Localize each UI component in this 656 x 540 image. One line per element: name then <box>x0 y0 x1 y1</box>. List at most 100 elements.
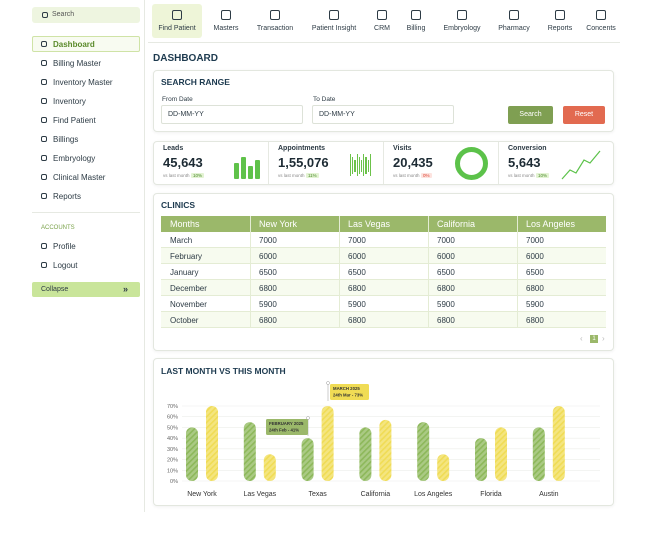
mini-bar <box>255 160 260 179</box>
search-text: Search <box>52 11 75 18</box>
cell: December <box>170 284 207 293</box>
cell: November <box>170 300 207 309</box>
mini-line <box>363 154 365 176</box>
date-input[interactable] <box>312 105 454 124</box>
icon <box>555 10 565 20</box>
collapse-icon: » <box>123 284 129 294</box>
nav-item[interactable]: Patient Insight <box>311 25 357 32</box>
cell: October <box>170 316 199 325</box>
collapse-button[interactable] <box>32 282 140 297</box>
mini-line <box>367 160 369 172</box>
mini-line <box>354 160 356 172</box>
menu-item[interactable]: Inventory <box>53 97 86 106</box>
search-box[interactable] <box>32 7 140 23</box>
label: To Date <box>313 96 336 103</box>
mini-bar <box>248 166 253 179</box>
icon <box>221 10 231 20</box>
stat-change: 11% <box>306 172 319 178</box>
cell: 7000 <box>437 236 455 245</box>
mini-line <box>352 157 354 174</box>
sidebar <box>0 0 145 512</box>
cell: 5900 <box>437 300 455 309</box>
cell: 6000 <box>348 252 366 261</box>
stat-note: vs last month <box>393 173 420 178</box>
table-header <box>161 216 606 232</box>
icon <box>411 10 421 20</box>
divider <box>148 42 620 43</box>
column-line <box>250 216 251 328</box>
nav-item[interactable]: Billing <box>406 25 426 32</box>
card-title: LAST MONTH VS THIS MONTH <box>161 366 286 376</box>
nav-item[interactable]: Masters <box>213 25 239 32</box>
table-row <box>161 264 606 280</box>
nav-item[interactable]: CRM <box>374 25 390 32</box>
icon <box>41 98 47 104</box>
date-input[interactable] <box>161 105 303 124</box>
stat-value: 1,55,076 <box>278 155 329 170</box>
header-cell: Las Vegas <box>348 219 391 229</box>
cell: 6500 <box>348 268 366 277</box>
menu-active <box>32 36 140 52</box>
stat-label: Conversion <box>508 145 547 152</box>
menu-item[interactable]: Dashboard <box>53 40 95 49</box>
stat-change: 10% <box>191 172 205 178</box>
stat-label: Visits <box>393 145 412 152</box>
divider <box>32 212 140 213</box>
cell: 6000 <box>437 252 455 261</box>
mini-line <box>369 154 371 176</box>
menu-item[interactable]: Reports <box>53 192 82 201</box>
nav-active <box>152 4 202 38</box>
reset-button[interactable]: Reset <box>563 106 605 124</box>
page-number[interactable]: 1 <box>590 335 598 343</box>
menu-item[interactable]: Inventory Master <box>53 78 113 87</box>
icon <box>41 262 47 268</box>
stat-value: 45,643 <box>163 155 203 170</box>
menu-item[interactable]: Clinical Master <box>53 173 106 182</box>
nav-item[interactable]: Transaction <box>256 25 294 32</box>
icon <box>172 10 182 20</box>
icon <box>41 243 47 249</box>
menu-item[interactable]: Embryology <box>53 154 96 163</box>
icon <box>41 41 47 47</box>
divider <box>498 142 499 184</box>
stat-change: 10% <box>536 172 550 178</box>
menu-item[interactable]: Logout <box>53 261 78 270</box>
collapse-text: Collapse <box>41 286 69 293</box>
nav-item[interactable]: Find Patient <box>158 25 196 32</box>
menu-item[interactable]: Profile <box>53 242 76 251</box>
section-title: ACCOUNTS <box>41 225 75 231</box>
table-row <box>161 280 606 296</box>
cell: 6800 <box>259 284 277 293</box>
nav-item[interactable]: Concents <box>586 25 616 32</box>
search-button[interactable]: Search <box>508 106 553 124</box>
mini-line <box>361 160 363 172</box>
icon <box>41 60 47 66</box>
column-line <box>339 216 340 328</box>
stat-change: 0% <box>421 172 432 178</box>
stat-note: vs last month <box>278 173 305 178</box>
table-row <box>161 296 606 312</box>
cell: 6000 <box>526 252 544 261</box>
header-cell: Months <box>170 219 200 229</box>
cell: February <box>170 252 203 261</box>
cell: 6500 <box>526 268 544 277</box>
icon <box>41 155 47 161</box>
menu-item[interactable]: Billings <box>53 135 79 144</box>
placeholder: DD-MM-YY <box>319 111 355 118</box>
cell: 6800 <box>437 316 455 325</box>
nav-item[interactable]: Embryology <box>443 25 481 32</box>
icon <box>41 174 47 180</box>
menu-item[interactable]: Find Patient <box>53 116 96 125</box>
nav-item[interactable]: Pharmacy <box>498 25 530 32</box>
icon <box>377 10 387 20</box>
cell: 7000 <box>526 236 544 245</box>
icon <box>41 136 47 142</box>
page-next[interactable]: › <box>602 334 605 343</box>
nav-item[interactable]: Reports <box>547 25 573 32</box>
menu-item[interactable]: Billing Master <box>53 59 102 68</box>
stat-value: 20,435 <box>393 155 433 170</box>
cell: 7000 <box>348 236 366 245</box>
page-prev[interactable]: ‹ <box>580 334 583 343</box>
ring <box>455 147 488 180</box>
